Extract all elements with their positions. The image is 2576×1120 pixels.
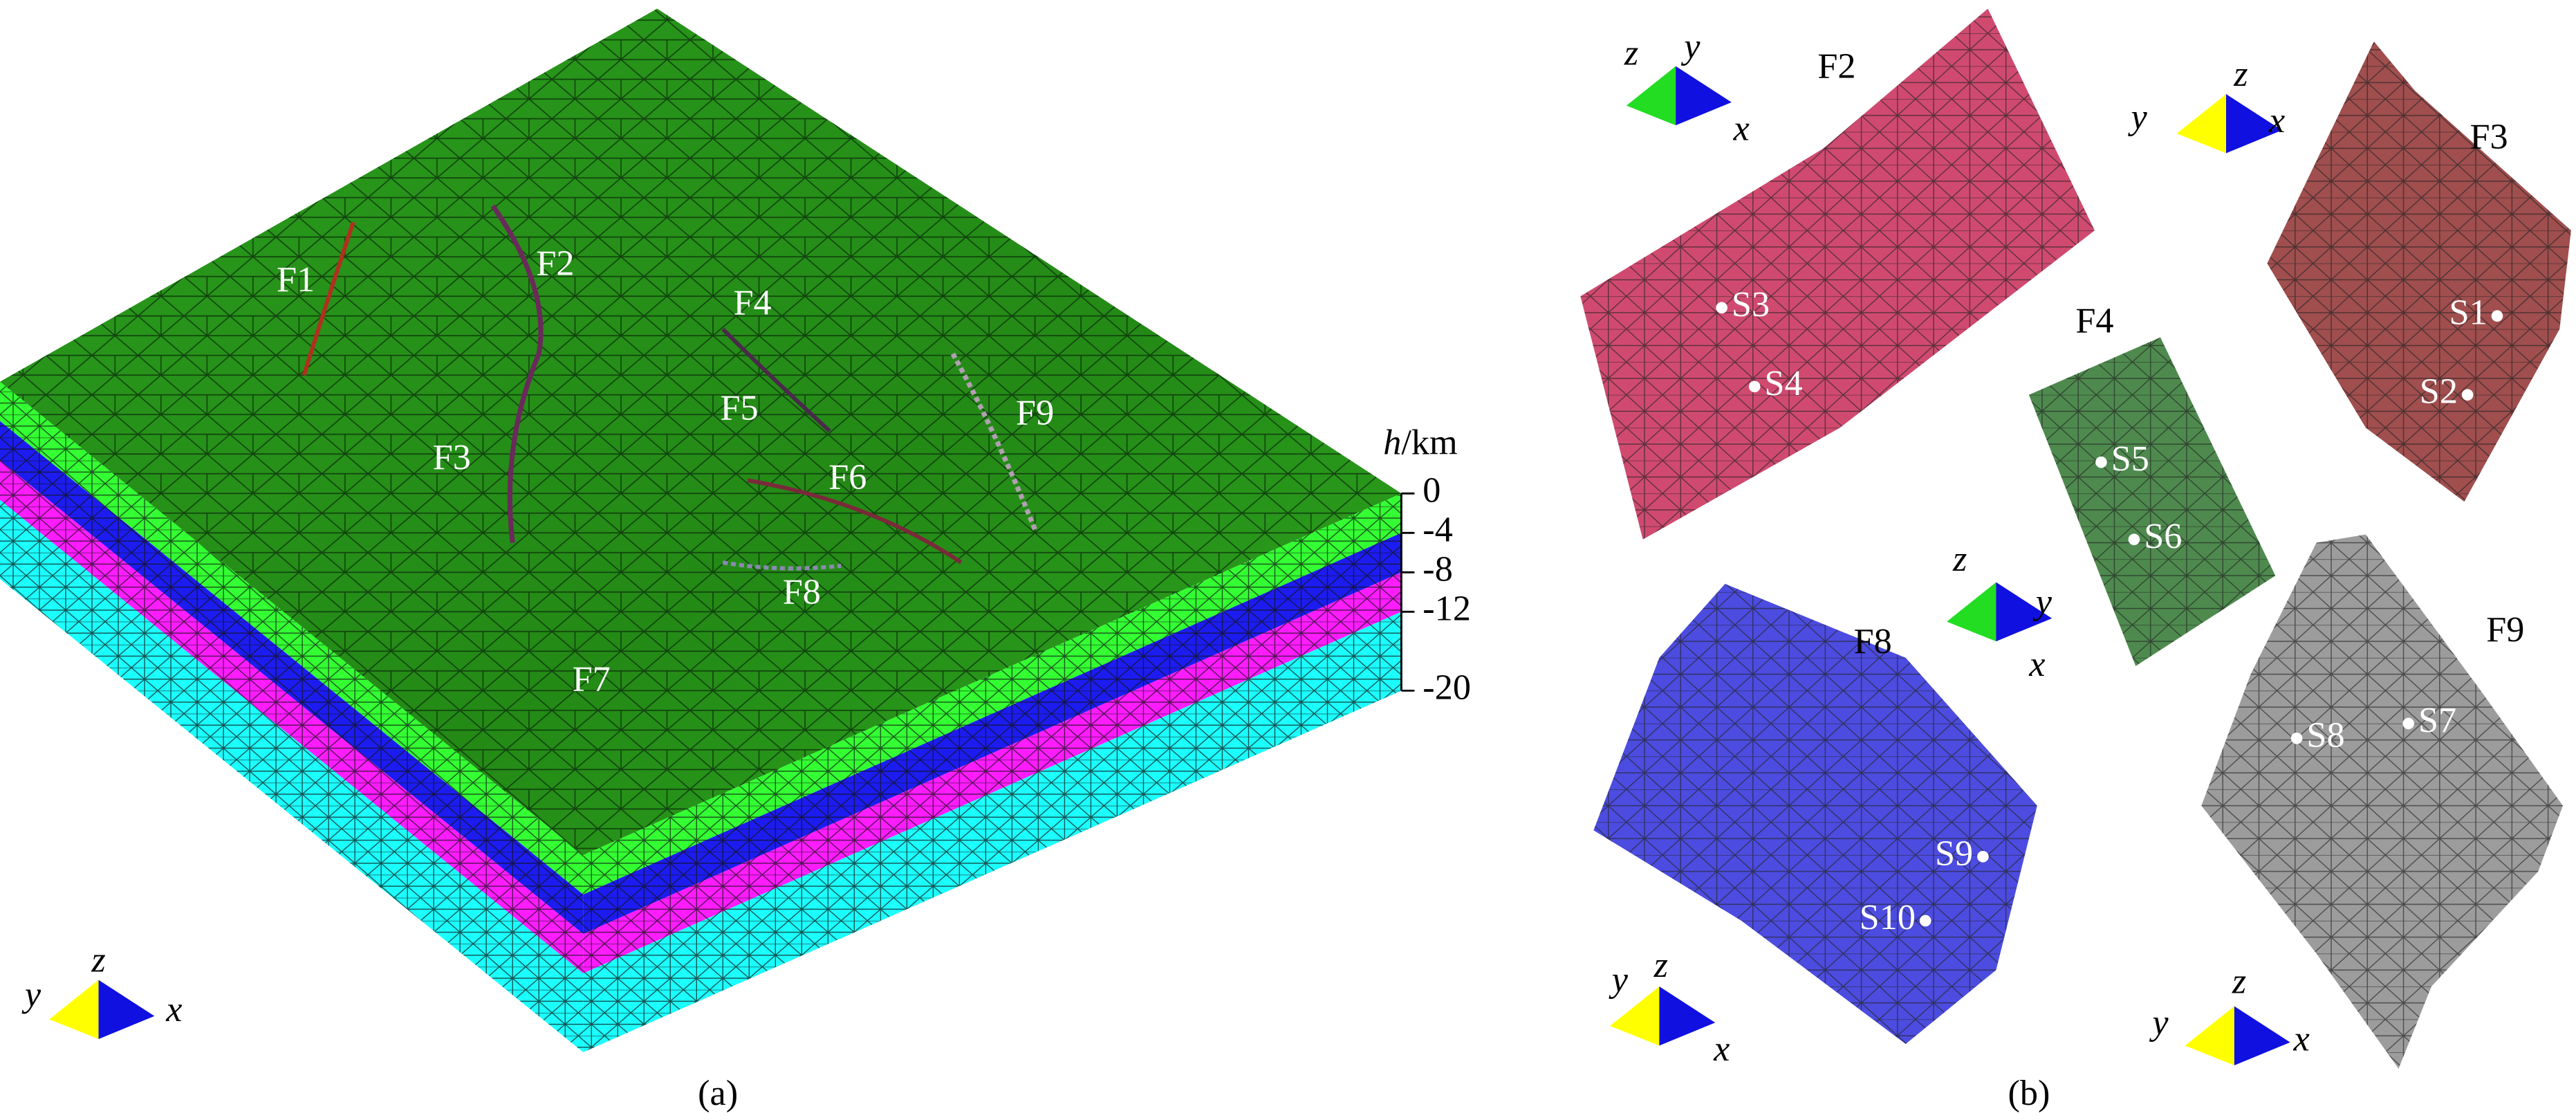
model-sides (0, 381, 1402, 1053)
fault-label: F7 (573, 659, 611, 699)
station-dot (2095, 456, 2107, 468)
station-dot (1919, 915, 1931, 927)
station-dot (2491, 310, 2503, 322)
triad-label: y (2149, 1002, 2169, 1043)
layer-mesh (0, 421, 584, 934)
layer-mesh (583, 493, 1402, 894)
station-dot (2461, 389, 2474, 401)
station-label: S5 (2111, 439, 2149, 479)
fault-label: F5 (720, 388, 758, 428)
triad-left (1626, 66, 1676, 126)
triad-right (1659, 986, 1716, 1046)
triad-label: y (1609, 960, 1629, 1000)
depth-tick-label: -4 (1423, 509, 1453, 549)
depth-axis-label: h/km (1383, 422, 1457, 462)
triad-label: x (2293, 1019, 2310, 1059)
depth-tick-label: -12 (1423, 588, 1471, 628)
triad-label: x (2268, 100, 2285, 140)
triad-right (98, 980, 155, 1039)
triad-label: z (1624, 33, 1638, 73)
layer-mesh (0, 460, 584, 973)
caption: (b) (2008, 1073, 2050, 1113)
fault-label: F8 (1854, 621, 1892, 661)
station-label: S7 (2418, 700, 2456, 740)
layer-mesh (583, 572, 1402, 973)
caption: (a) (698, 1073, 738, 1113)
fault-label: F2 (1817, 46, 1855, 86)
triad-label: y (2127, 97, 2147, 137)
station-dot (2402, 717, 2414, 730)
triad-right (2234, 1006, 2290, 1066)
triad-left (1610, 986, 1660, 1046)
station-label: S10 (1860, 897, 1916, 937)
triad-label: z (1653, 945, 1668, 985)
triad-left (2176, 94, 2226, 154)
layer-mesh (583, 533, 1402, 934)
triad-label: y (21, 975, 41, 1015)
triad-label: z (1952, 539, 1967, 579)
triad-label: y (1680, 26, 1701, 66)
station-label: S3 (1732, 284, 1770, 324)
station-dot (2290, 732, 2303, 744)
axis-unit: /km (1401, 422, 1457, 462)
triad-label: x (1713, 1029, 1730, 1069)
layer-mesh (0, 499, 584, 1053)
triad-label: x (1733, 109, 1750, 149)
station-dot (1977, 850, 1989, 863)
depth-tick-label: 0 (1423, 470, 1440, 510)
station-dot (1716, 302, 1727, 314)
depth-tick-label: -20 (1423, 667, 1471, 707)
triad-label: z (2233, 54, 2248, 94)
fault-label: F3 (2470, 117, 2508, 157)
fault-label: F8 (783, 572, 821, 612)
fault-surfaces (1580, 8, 2571, 1069)
station-label: S2 (2420, 371, 2458, 412)
fault-label: F2 (536, 243, 574, 283)
station-dot (2128, 533, 2140, 546)
model-top (0, 8, 1402, 855)
station-label: S1 (2449, 293, 2487, 333)
triad-left (49, 980, 99, 1039)
triad-right (2225, 94, 2282, 154)
triad-right (1676, 66, 1732, 126)
layer-mesh (0, 381, 584, 894)
layer-mesh (583, 612, 1402, 1053)
fault-label: F1 (277, 259, 315, 300)
axis-var: h (1383, 422, 1401, 462)
triad-left (1947, 582, 1996, 642)
triad-label: x (2028, 644, 2045, 684)
fault-label: F9 (2486, 609, 2524, 650)
triad-left (2185, 1006, 2234, 1066)
depth-tick-label: -8 (1423, 549, 1453, 589)
station-label: S6 (2144, 516, 2182, 556)
station-label: S9 (1935, 833, 1973, 873)
triad-label: z (91, 940, 105, 980)
fault-label: F9 (1016, 393, 1054, 433)
triad-label: z (2232, 962, 2246, 1002)
station-dot (1748, 380, 1761, 393)
station-label: S8 (2306, 715, 2344, 755)
fault-label: F6 (828, 457, 867, 497)
triad-label: x (165, 989, 182, 1029)
station-label: S4 (1764, 363, 1802, 403)
fault-label: F4 (733, 282, 771, 322)
triad-label: y (2032, 582, 2053, 622)
fault-label: F3 (433, 437, 471, 477)
triad-right (1996, 582, 2053, 642)
fault-label: F4 (2075, 301, 2113, 341)
